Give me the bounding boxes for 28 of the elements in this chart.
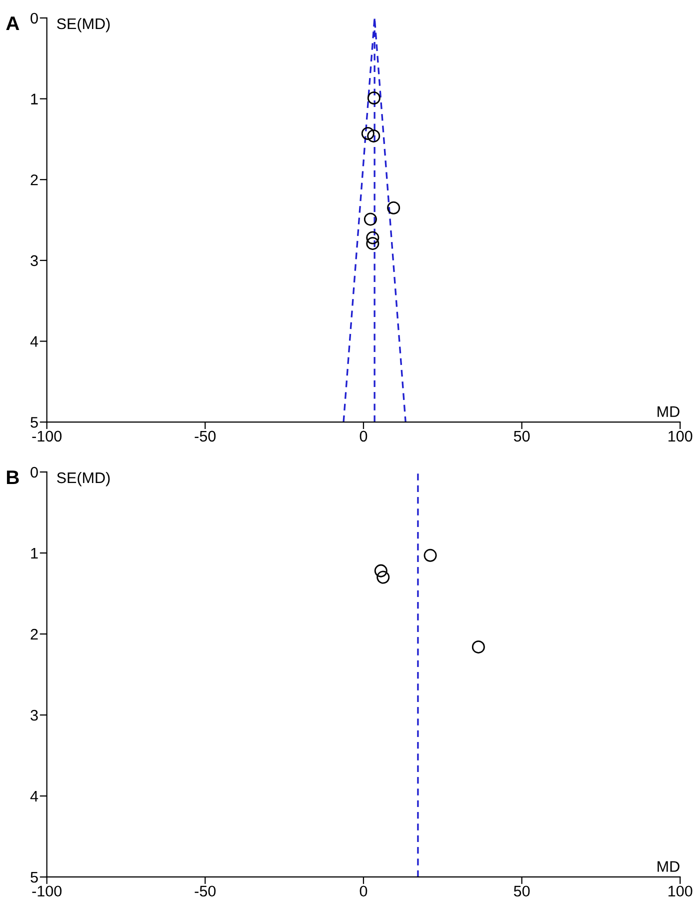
x-axis-title: MD <box>658 406 680 417</box>
x-tick-label: 100 <box>668 430 692 442</box>
chart-title: A <box>6 16 20 30</box>
x-tick-label: -50 <box>194 430 216 442</box>
x-tick-label: 0 <box>360 430 368 442</box>
y-tick-label: 5 <box>30 872 38 883</box>
y-tick-label: 3 <box>30 255 38 266</box>
y-axis-title: SE(MD) <box>57 18 110 32</box>
x-tick-label: -50 <box>194 886 216 897</box>
y-tick-label: 4 <box>30 791 38 802</box>
y-tick-label: 0 <box>30 12 38 24</box>
y-tick-label: 4 <box>30 336 38 347</box>
x-axis-title: MD <box>658 861 680 872</box>
y-tick-label: 1 <box>31 548 38 559</box>
x-tick-label: -100 <box>32 430 62 442</box>
x-tick-label: 50 <box>514 886 530 897</box>
y-tick-label: 2 <box>30 174 38 186</box>
y-axis-title: SE(MD) <box>57 472 110 486</box>
x-tick-label: 100 <box>668 886 692 897</box>
x-tick-label: 0 <box>360 886 368 897</box>
y-tick-label: 0 <box>30 466 38 478</box>
x-tick-label: -100 <box>32 886 62 897</box>
y-tick-label: 5 <box>30 417 38 428</box>
y-tick-label: 2 <box>30 628 38 640</box>
x-tick-label: 50 <box>514 430 530 442</box>
y-tick-label: 1 <box>31 94 38 104</box>
y-tick-label: 3 <box>30 710 38 721</box>
chart-title: B <box>6 470 19 484</box>
